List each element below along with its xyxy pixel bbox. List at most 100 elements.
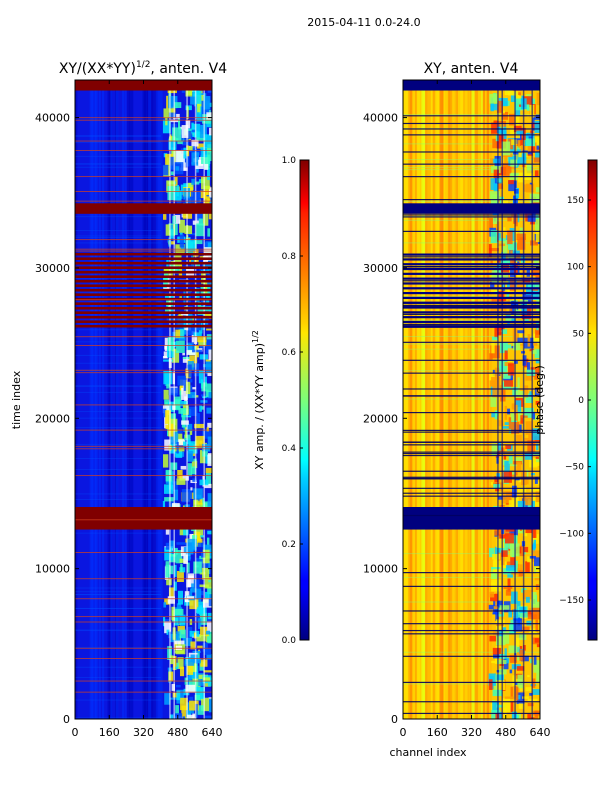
phase-colorbar-label: phase (deg.) [533, 365, 546, 435]
high-channel-patch [531, 349, 537, 354]
phase-row-streak [403, 576, 540, 578]
flagged-row [403, 451, 540, 453]
high-channel-patch [190, 487, 193, 491]
high-channel-patch [536, 669, 540, 683]
high-channel-patch [491, 582, 496, 589]
amp-row-streak [75, 676, 161, 678]
high-channel-patch [532, 534, 539, 544]
high-channel-patch [516, 686, 519, 701]
high-channel-patch [175, 329, 184, 338]
high-channel-patch [184, 660, 195, 666]
flagged-row [403, 444, 540, 446]
flagged-row [75, 297, 212, 301]
phase-channel-stripe [441, 80, 445, 719]
high-channel-patch [177, 375, 186, 386]
high-channel-patch [164, 271, 169, 286]
high-channel-patch [165, 525, 170, 535]
high-channel-patch [527, 334, 531, 347]
amp-channel-streak [127, 80, 131, 719]
high-channel-patch [498, 420, 504, 427]
flagged-row [403, 324, 540, 326]
high-channel-patch [526, 476, 529, 485]
high-channel-patch [504, 648, 507, 663]
high-channel-patch [179, 390, 182, 402]
high-channel-patch [536, 643, 540, 648]
high-channel-patch [193, 488, 203, 499]
amp-channel-streak [142, 80, 147, 719]
flagged-row [403, 301, 540, 304]
high-channel-patch [529, 182, 533, 185]
phase-channel-stripe [445, 80, 448, 719]
high-channel-patch [535, 584, 539, 590]
high-channel-patch [163, 351, 168, 358]
high-channel-patch [166, 317, 170, 322]
amplitude-colorbar: 0.0 0.2 0.4 0.6 0.8 1.0 XY amp. / (XX*YY amp)… [251, 156, 310, 646]
high-channel-patch [182, 153, 190, 167]
high-channel-patch [199, 450, 206, 464]
high-channel-patch [498, 332, 502, 335]
high-channel-patch [535, 566, 540, 574]
flagged-row [75, 119, 212, 121]
high-channel-patch [490, 194, 498, 208]
high-channel-patch [195, 686, 205, 700]
high-channel-patch [175, 608, 184, 616]
amp-row-streak [75, 229, 161, 231]
high-channel-patch [506, 292, 510, 298]
high-channel-patch [517, 172, 524, 183]
high-channel-patch [532, 428, 540, 441]
flagged-row [403, 359, 540, 361]
flagged-row [403, 492, 540, 494]
high-channel-patch [179, 232, 183, 236]
flagged-row [403, 572, 540, 574]
amp-row-streak [75, 277, 161, 279]
high-channel-patch [522, 626, 530, 632]
high-channel-patch [195, 531, 201, 546]
amp-row-streak [75, 236, 161, 238]
phase-channel-stripe [423, 80, 426, 719]
flagged-row [75, 345, 212, 346]
amp-row-streak [75, 468, 161, 470]
high-channel-patch [513, 618, 523, 632]
flagged-row [75, 248, 212, 250]
high-channel-patch [205, 389, 209, 398]
high-channel-patch [522, 696, 529, 699]
high-channel-patch [501, 455, 507, 460]
high-channel-patch [181, 88, 185, 93]
colorbar-tick-label: −50 [565, 463, 584, 473]
high-channel-patch [519, 227, 524, 237]
high-channel-patch [180, 697, 188, 711]
high-channel-patch [164, 693, 171, 705]
high-channel-patch [164, 621, 172, 634]
high-channel-patch [488, 604, 494, 610]
high-channel-patch [495, 609, 498, 615]
amp-row-streak [75, 242, 161, 244]
high-channel-patch [504, 88, 514, 96]
phase-channel-stripe [416, 80, 421, 719]
high-channel-patch [179, 266, 189, 276]
high-channel-patch [175, 439, 186, 446]
high-channel-patch [163, 454, 169, 468]
high-channel-patch [501, 550, 508, 557]
high-channel-patch [207, 167, 210, 181]
amp-channel-streak [75, 80, 78, 719]
high-channel-patch [179, 666, 185, 677]
high-channel-patch [492, 553, 501, 560]
high-channel-patch [204, 376, 207, 387]
flagged-row [403, 325, 540, 328]
x-tick-label: 640 [202, 726, 223, 739]
amp-row-streak [75, 699, 161, 701]
phase-channel-stripe [427, 80, 432, 719]
high-channel-patch [519, 633, 527, 640]
high-channel-patch [204, 483, 212, 489]
flagged-row [75, 140, 212, 142]
colorbar-tick-label: 50 [573, 329, 585, 339]
amp-row-streak [75, 607, 161, 609]
colorbar-tick-label: 0.2 [282, 540, 296, 550]
high-channel-patch [172, 692, 178, 698]
high-channel-patch [207, 144, 212, 153]
high-channel-patch [200, 551, 206, 558]
y-tick-label: 0 [63, 713, 70, 726]
high-channel-patch [193, 240, 203, 245]
amp-row-streak [75, 141, 161, 143]
high-channel-patch [173, 489, 179, 501]
